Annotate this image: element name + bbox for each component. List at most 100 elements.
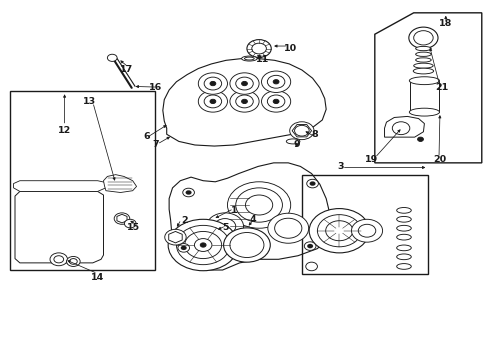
Text: 13: 13 [83,97,96,106]
Circle shape [261,91,290,112]
Ellipse shape [415,46,430,51]
Circle shape [184,231,221,258]
Circle shape [391,122,409,135]
Bar [301,175,427,274]
Circle shape [235,77,253,90]
Polygon shape [14,181,107,192]
Polygon shape [384,116,424,137]
Ellipse shape [396,264,410,269]
Circle shape [227,182,290,228]
Circle shape [206,213,243,240]
Circle shape [181,246,186,250]
Ellipse shape [396,254,410,260]
Circle shape [274,218,301,238]
Circle shape [235,95,253,108]
Circle shape [306,244,312,248]
Polygon shape [163,59,325,146]
Ellipse shape [413,63,432,68]
Text: 16: 16 [149,83,163,92]
Ellipse shape [396,216,410,222]
Circle shape [289,122,313,140]
Circle shape [198,73,227,94]
Circle shape [66,256,80,266]
Circle shape [417,137,423,141]
Text: 3: 3 [337,162,344,171]
Ellipse shape [412,68,433,74]
Text: 2: 2 [181,216,187,225]
Circle shape [69,258,77,264]
Circle shape [351,219,382,242]
Circle shape [267,95,285,108]
Circle shape [305,262,317,271]
Text: 1: 1 [230,206,237,215]
Circle shape [185,190,191,195]
Circle shape [107,54,117,62]
Text: 19: 19 [365,155,378,164]
Ellipse shape [396,245,410,251]
Ellipse shape [396,207,410,213]
Ellipse shape [241,56,257,61]
Text: 10: 10 [283,44,296,53]
Circle shape [309,181,315,186]
Polygon shape [168,231,182,243]
Circle shape [124,219,136,228]
Circle shape [176,225,229,265]
Circle shape [245,195,272,215]
Circle shape [209,99,215,104]
Text: 11: 11 [256,55,269,64]
Circle shape [408,27,437,49]
Circle shape [273,99,279,104]
Circle shape [114,213,129,224]
Text: 8: 8 [310,130,317,139]
Circle shape [200,243,205,247]
Text: 4: 4 [249,215,256,224]
Circle shape [304,242,315,250]
Ellipse shape [286,139,299,144]
Circle shape [194,239,211,251]
Text: 20: 20 [432,155,446,164]
Text: 21: 21 [434,83,447,92]
Text: 6: 6 [142,132,149,141]
Circle shape [317,215,361,247]
Circle shape [229,91,259,112]
Circle shape [229,73,259,94]
Text: 14: 14 [91,273,104,282]
Circle shape [246,40,271,58]
Ellipse shape [415,52,430,57]
Text: 15: 15 [127,222,140,231]
Circle shape [273,80,279,84]
Circle shape [294,125,308,136]
Bar [409,81,438,112]
Ellipse shape [415,58,430,62]
Circle shape [50,253,67,266]
Ellipse shape [396,225,410,231]
Circle shape [203,95,221,108]
Circle shape [241,99,247,104]
Ellipse shape [408,77,439,85]
Circle shape [261,71,290,93]
Circle shape [223,228,270,262]
Circle shape [169,233,181,242]
Ellipse shape [244,57,254,60]
Circle shape [183,188,194,197]
Circle shape [241,81,247,86]
Circle shape [251,43,266,54]
Text: 9: 9 [293,140,300,149]
Bar [10,91,155,270]
Circle shape [164,229,186,245]
Polygon shape [15,192,103,263]
Circle shape [54,256,63,263]
Circle shape [267,75,285,88]
Text: 5: 5 [222,222,228,231]
Text: 17: 17 [120,66,133,75]
Circle shape [267,213,308,243]
Ellipse shape [408,108,439,116]
Circle shape [168,219,238,271]
Polygon shape [169,163,330,270]
Circle shape [308,208,369,253]
Text: 18: 18 [438,19,451,28]
Circle shape [358,224,375,237]
Circle shape [214,219,235,234]
Circle shape [325,221,352,241]
Circle shape [203,77,221,90]
